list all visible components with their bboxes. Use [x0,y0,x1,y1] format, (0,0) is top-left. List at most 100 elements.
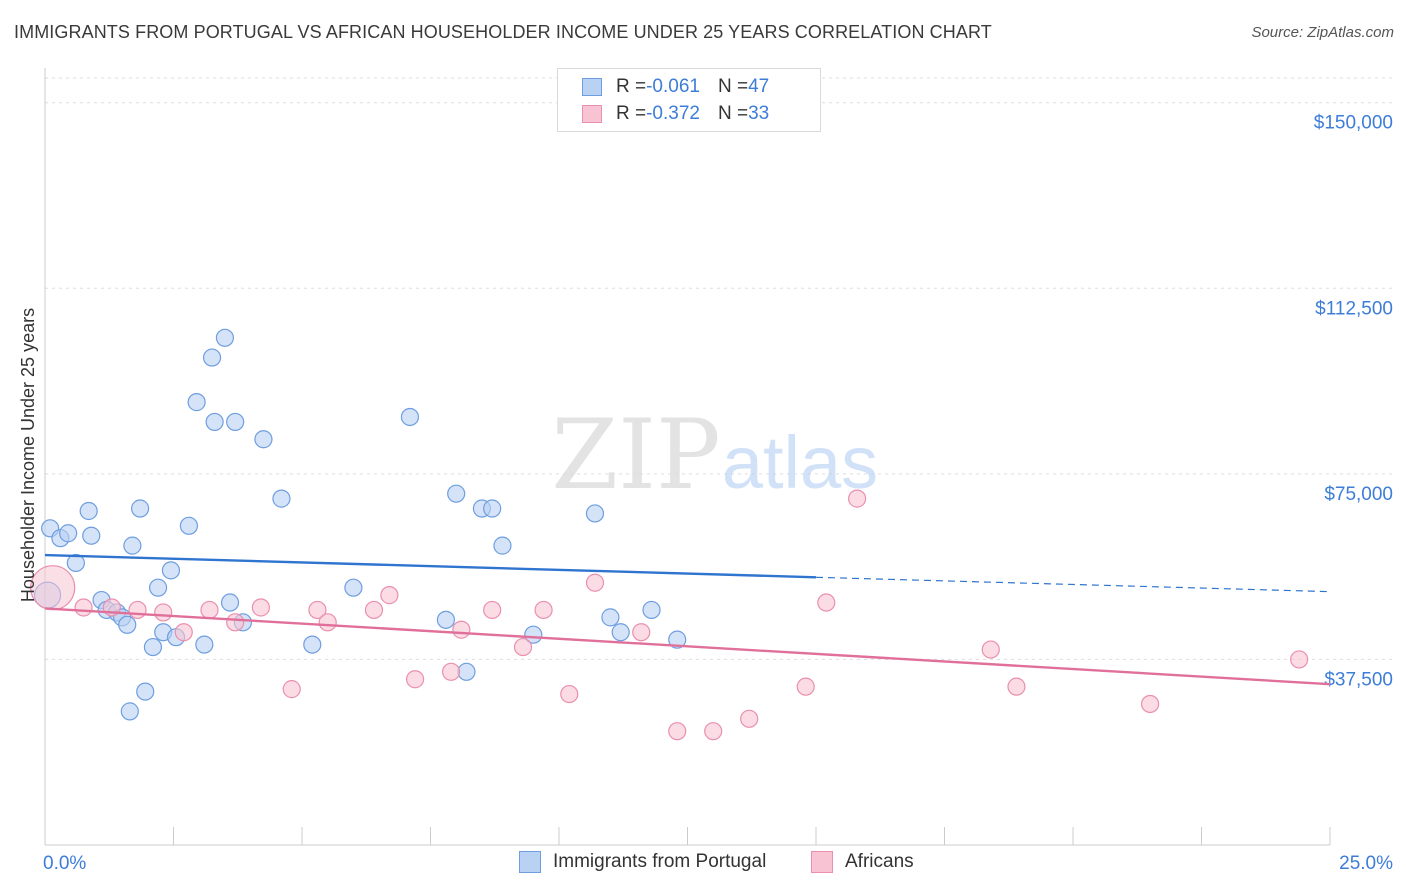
portugal-point [436,610,456,629]
watermark-zip: ZIP [551,399,720,511]
n-label: N = [717,76,749,97]
africans-point [318,613,337,632]
africans-point [796,677,815,696]
portugal-point [220,593,240,612]
portugal-point [120,702,139,721]
points-layer [30,328,1309,741]
africans-point [174,623,193,642]
portugal-point [272,489,291,508]
africans-point [632,623,651,642]
portugal-point [82,526,101,545]
africans-point [981,640,1000,659]
y-axis-label: Householder Income Under 25 years [18,308,38,602]
chart-title: IMMIGRANTS FROM PORTUGAL VS AFRICAN HOUS… [14,22,992,42]
portugal-point [642,600,661,620]
portugal-point [179,516,199,535]
portugal-point [303,635,322,654]
africans-point [668,722,687,741]
portugal-point [202,348,222,367]
africans-point [380,586,399,605]
africans-swatch [582,105,602,123]
portugal-point [66,553,85,573]
africans-point [282,680,301,699]
portugal-point [215,328,234,347]
portugal-point [344,578,363,597]
africans-point [154,603,173,622]
watermark-atlas: atlas [722,421,878,504]
portugal-point [79,501,98,521]
africans-point [817,593,836,612]
legend-label: Immigrants from Portugal [553,851,767,872]
africans-trendline [44,607,1331,686]
africans-point [740,709,759,728]
legend-label: Africans [845,851,914,872]
stats-legend-row-portugal: R = -0.061 N = 47 [582,74,769,100]
trend-layer [44,553,1331,686]
africans-point [200,600,219,620]
r-value: -0.061 [646,76,700,97]
africans-point [513,637,533,657]
africans-point [534,600,553,620]
portugal-point [483,499,502,518]
portugal-point [130,499,150,518]
portugal-point [447,484,466,503]
portugal-point [161,561,181,580]
stats-legend-row-africans: R = -0.372 N = 33 [582,101,769,127]
portugal-point [457,662,476,681]
portugal-point [226,412,245,432]
axis-layer: $37,500 $75,000 $112,500 $150,000 0.0% 25.0% [43,68,1393,874]
r-label: R = [616,103,647,124]
portugal-point [400,407,420,427]
watermark: ZIP atlas [551,399,878,511]
africans-point [848,489,867,508]
portugal-point [136,682,155,701]
portugal-point [493,536,512,555]
africans-point [483,600,502,620]
n-value: 33 [748,103,770,124]
africans-point [74,598,93,617]
portugal-point [585,504,605,523]
portugal-point [524,625,543,644]
africans-point [452,620,471,639]
africans-point [585,573,605,592]
africans-point [1007,677,1026,696]
portugal-trendline-extension [815,576,1331,593]
africans-point [405,670,425,689]
legend-item-portugal[interactable]: Immigrants from Portugal [519,851,766,873]
africans-point [251,598,270,617]
africans-point [308,600,327,620]
x-tick-label-start: 0.0% [43,853,86,874]
portugal-point [601,608,620,627]
africans-legend-swatch [811,851,833,873]
africans-point [1140,694,1160,714]
portugal-point [205,412,224,432]
n-label: N = [717,103,749,124]
stats-legend: R = -0.061 N = 47 R = -0.372 N = 33 [557,68,821,132]
portugal-point [59,524,78,543]
y-tick-label: $112,500 [1315,298,1393,319]
grid-layer [45,77,1395,660]
portugal-point [254,430,273,449]
portugal-swatch [582,78,602,96]
x-tick-label-end: 25.0% [1339,853,1393,874]
y-tick-label: $150,000 [1314,113,1393,134]
africans-point [128,600,147,620]
portugal-point [123,536,142,555]
portugal-legend-swatch [519,851,541,873]
portugal-point [187,393,206,412]
africans-point [441,662,461,681]
africans-point [1290,650,1309,669]
legend-item-africans[interactable]: Africans [811,851,914,873]
portugal-point [668,630,687,649]
y-tick-label: $37,500 [1324,669,1393,690]
chart-source: Source: ZipAtlas.com [1251,24,1394,41]
r-value: -0.372 [646,103,700,124]
portugal-point [195,635,214,654]
r-label: R = [616,76,647,97]
series-legend: Immigrants from Portugal Africans [0,851,1406,877]
africans-point [364,600,384,620]
y-tick-label: $75,000 [1324,484,1393,505]
n-value: 47 [748,76,770,97]
portugal-point [611,623,630,642]
